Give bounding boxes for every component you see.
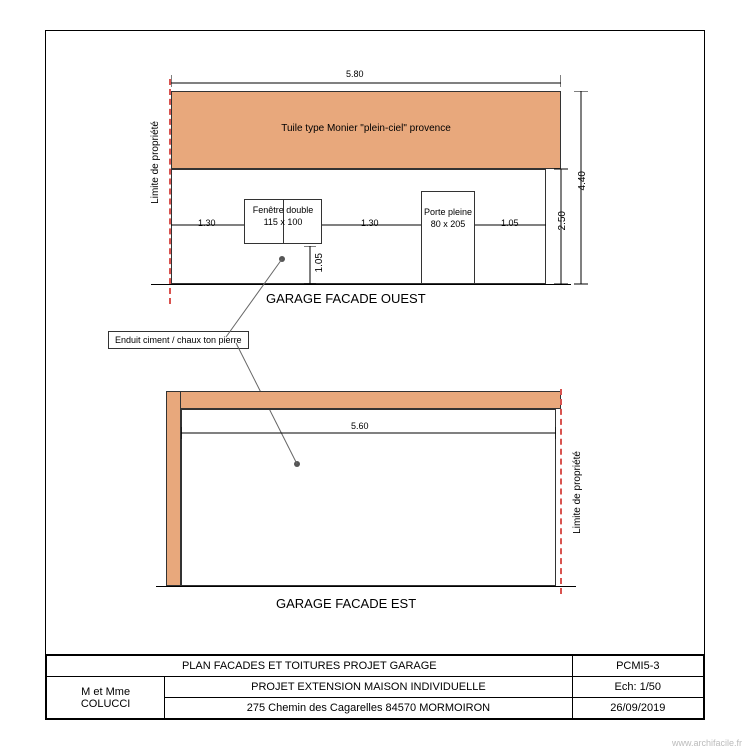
dim-wall-h: 2.50 [557, 211, 568, 230]
dim-top-width: 5.80 [346, 69, 364, 79]
dim-below-win: 1.05 [314, 253, 325, 272]
callout-render: Enduit ciment / chaux ton pierre [108, 331, 249, 349]
tb-date: 26/09/2019 [572, 698, 703, 719]
east-roof-side [166, 391, 181, 586]
east-title: GARAGE FACADE EST [276, 596, 416, 611]
east-roof [166, 391, 561, 409]
leader-dot-west [279, 256, 285, 262]
tb-address: 275 Chemin des Cagarelles 84570 MORMOIRO… [165, 698, 572, 719]
dim-total-h: 4.40 [577, 171, 588, 190]
west-property-label: Limite de propriété [150, 121, 161, 204]
dim-heights-lines [546, 91, 606, 286]
west-door-l1: Porte pleine [421, 207, 475, 217]
watermark: www.archifacile.fr [672, 738, 742, 748]
tb-code: PCMI5-3 [572, 656, 703, 677]
east-ground [156, 586, 576, 587]
west-title: GARAGE FACADE OUEST [266, 291, 426, 306]
dim-right-gap: 1.05 [501, 218, 519, 228]
tb-owner-l2: COLUCCI [53, 698, 158, 710]
dim-win-to-door: 1.30 [361, 218, 379, 228]
tb-scale: Ech: 1/50 [572, 677, 703, 698]
west-door [421, 191, 475, 284]
dim-east-width: 5.60 [351, 421, 369, 431]
tb-owner-l1: M et Mme [53, 686, 158, 698]
west-ground [151, 284, 571, 285]
dim-left-gap: 1.30 [198, 218, 216, 228]
dim-top-width-line [171, 65, 561, 87]
drawing-sheet: Limite de propriété Tuile type Monier "p… [45, 30, 705, 720]
east-property-line [560, 389, 562, 594]
dim-horiz-spacing-lines [171, 217, 546, 233]
tb-project: PROJET EXTENSION MAISON INDIVIDUELLE [165, 677, 572, 698]
west-window-l1: Fenêtre double [244, 205, 322, 215]
west-roof-label: Tuile type Monier "plein-ciel" provence [171, 123, 561, 134]
tb-plan-title: PLAN FACADES ET TOITURES PROJET GARAGE [47, 656, 573, 677]
tb-owner: M et Mme COLUCCI [47, 677, 165, 719]
title-block: PLAN FACADES ET TOITURES PROJET GARAGE P… [46, 654, 704, 719]
east-property-label: Limite de propriété [572, 451, 583, 534]
